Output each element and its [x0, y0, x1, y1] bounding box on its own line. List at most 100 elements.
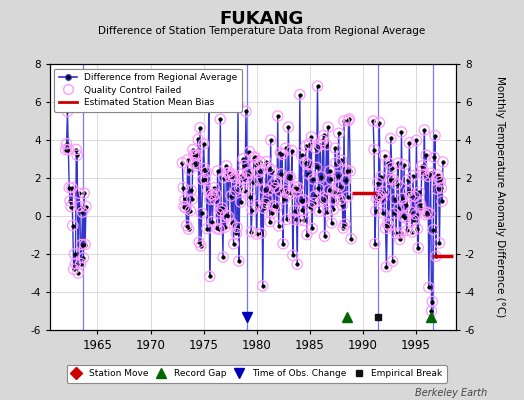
Point: [298, 207, 307, 214]
Point: [410, 193, 419, 200]
Point: [407, 209, 416, 215]
Point: [319, 137, 327, 144]
Point: [78, 241, 86, 248]
Point: [315, 208, 323, 214]
Point: [372, 208, 380, 214]
Point: [427, 308, 435, 314]
Point: [236, 199, 245, 205]
Point: [330, 196, 339, 203]
Point: [316, 142, 324, 148]
Point: [307, 134, 315, 140]
Point: [422, 152, 430, 158]
Point: [231, 188, 239, 194]
Point: [322, 142, 331, 148]
Point: [345, 116, 354, 122]
Point: [64, 146, 72, 153]
Point: [402, 202, 410, 209]
Point: [62, 140, 71, 147]
Point: [432, 253, 440, 260]
Point: [396, 230, 405, 236]
Point: [67, 203, 75, 210]
Point: [264, 188, 272, 194]
Point: [433, 186, 441, 192]
Point: [425, 210, 434, 217]
Point: [206, 196, 215, 202]
Point: [380, 152, 389, 159]
Point: [79, 255, 88, 261]
Point: [201, 176, 210, 182]
Point: [289, 216, 298, 222]
Point: [243, 175, 251, 181]
Point: [287, 190, 295, 197]
Point: [268, 168, 277, 174]
Point: [241, 188, 249, 194]
Point: [334, 130, 343, 136]
Point: [247, 228, 255, 235]
Point: [371, 241, 379, 247]
Point: [250, 154, 259, 160]
Point: [281, 187, 289, 193]
Text: Berkeley Earth: Berkeley Earth: [415, 388, 487, 398]
Point: [200, 165, 209, 172]
Point: [387, 135, 395, 142]
Point: [195, 239, 203, 246]
Point: [270, 202, 278, 209]
Point: [208, 218, 216, 225]
Point: [412, 137, 421, 144]
Point: [336, 196, 345, 203]
Point: [320, 132, 328, 139]
Point: [204, 187, 212, 194]
Point: [347, 236, 355, 242]
Point: [405, 140, 413, 146]
Point: [386, 176, 394, 183]
Point: [311, 193, 319, 199]
Point: [258, 167, 266, 173]
Point: [182, 222, 191, 229]
Point: [73, 152, 81, 158]
Point: [263, 196, 271, 202]
Point: [182, 205, 190, 211]
Point: [75, 203, 84, 210]
Point: [338, 202, 346, 208]
Text: FUKANG: FUKANG: [220, 10, 304, 28]
Point: [416, 200, 424, 207]
Point: [211, 197, 219, 203]
Point: [430, 154, 439, 161]
Point: [305, 141, 314, 147]
Point: [419, 167, 427, 174]
Point: [332, 160, 340, 166]
Point: [370, 146, 378, 153]
Point: [223, 170, 232, 176]
Point: [391, 196, 399, 202]
Point: [377, 174, 385, 180]
Point: [70, 251, 79, 257]
Point: [232, 230, 241, 237]
Point: [208, 192, 216, 198]
Point: [181, 196, 189, 203]
Point: [435, 240, 444, 246]
Point: [192, 162, 201, 169]
Point: [401, 215, 409, 221]
Point: [328, 220, 336, 226]
Point: [61, 146, 70, 153]
Point: [439, 159, 447, 165]
Point: [321, 195, 330, 202]
Point: [414, 245, 422, 251]
Point: [379, 189, 388, 195]
Point: [180, 203, 188, 210]
Point: [314, 185, 323, 192]
Point: [199, 140, 208, 147]
Point: [226, 173, 234, 180]
Point: [405, 188, 413, 194]
Point: [398, 195, 407, 202]
Point: [375, 119, 384, 126]
Point: [250, 154, 258, 161]
Point: [409, 172, 417, 179]
Point: [236, 185, 244, 191]
Point: [431, 132, 439, 139]
Point: [381, 225, 390, 232]
Point: [410, 217, 418, 223]
Legend: Difference from Regional Average, Quality Control Failed, Estimated Station Mean: Difference from Regional Average, Qualit…: [54, 68, 242, 112]
Point: [249, 179, 257, 185]
Point: [424, 173, 432, 180]
